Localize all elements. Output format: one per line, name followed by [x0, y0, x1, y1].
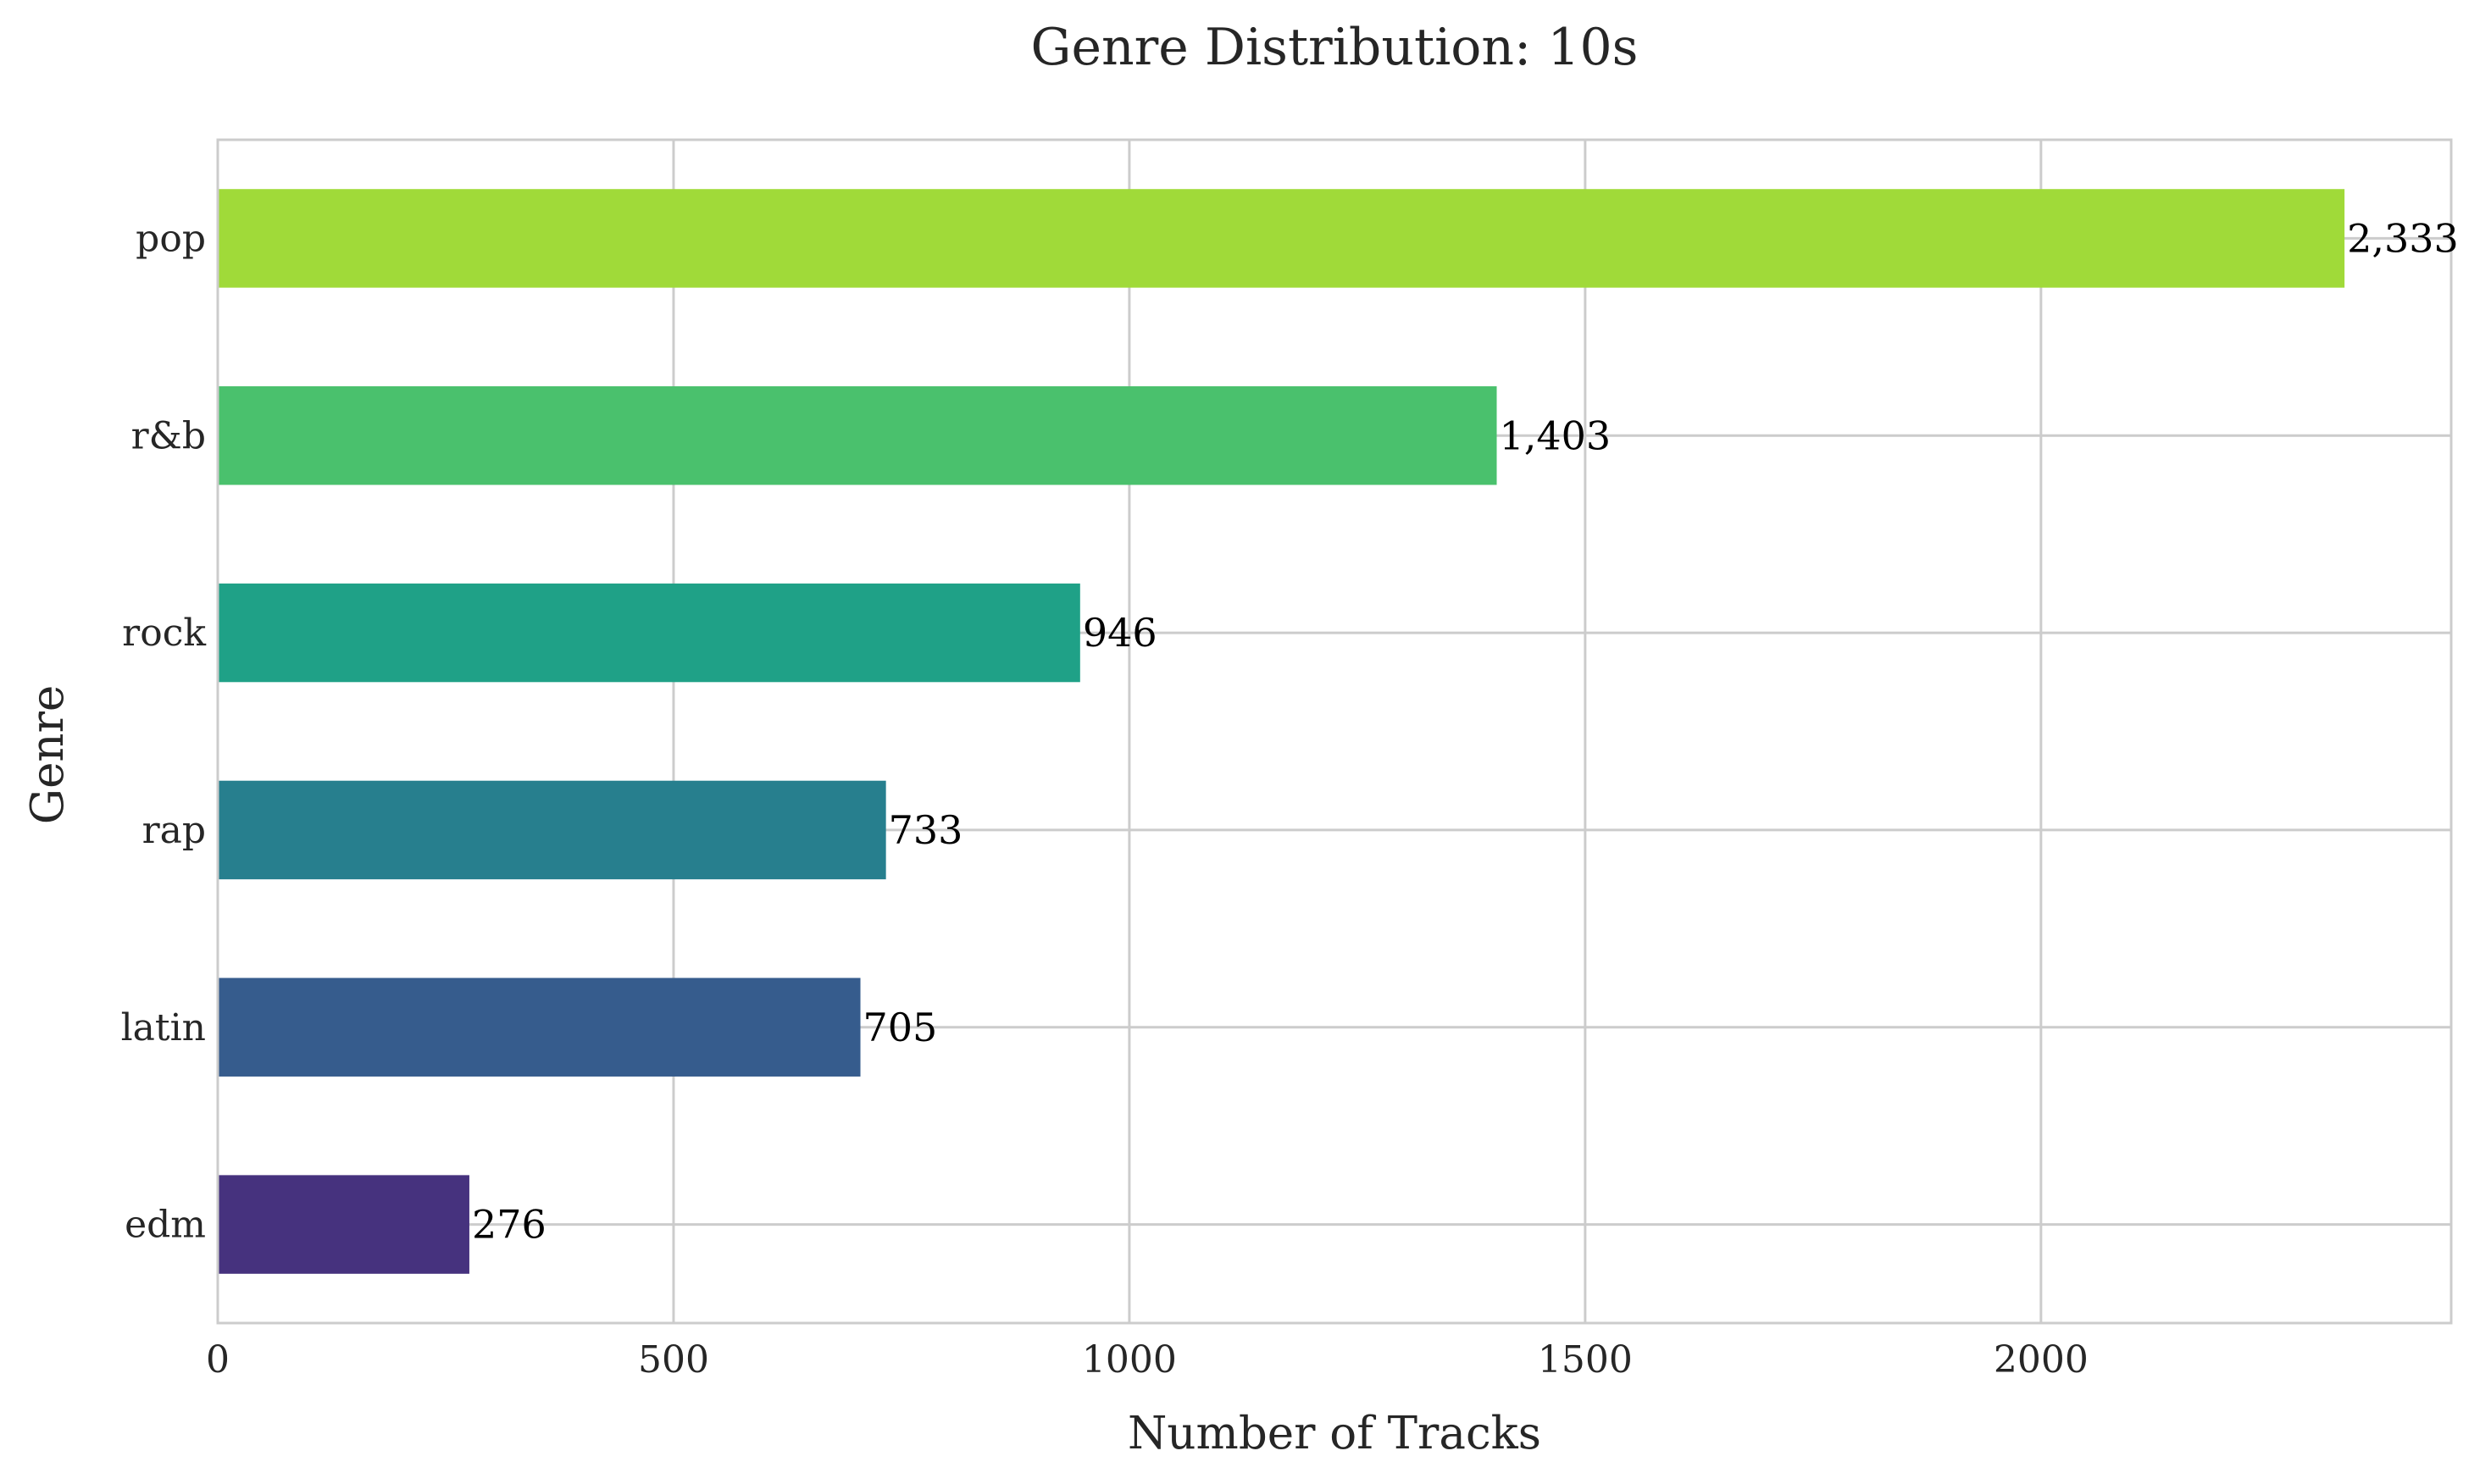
plot-frame [216, 138, 2453, 1325]
x-tick-label: 1000 [1082, 1338, 1177, 1382]
bar-pop [218, 189, 2345, 288]
x-axis-label: Number of Tracks [1128, 1408, 1541, 1459]
bar-latin [218, 977, 861, 1077]
bar-rock [218, 583, 1080, 683]
bar-rb [218, 386, 1497, 485]
y-tick-label: pop [136, 217, 206, 260]
y-tick-label: rap [142, 809, 206, 852]
x-tick-label: 1500 [1538, 1338, 1633, 1382]
bar-value-label: 1,403 [1500, 413, 1612, 458]
bar-edm [218, 1175, 469, 1274]
bar-rap [218, 780, 886, 880]
x-grid [216, 140, 2043, 1323]
y-tick-label: latin [121, 1006, 206, 1049]
bar-value-label: 946 [1083, 610, 1157, 656]
bar-value-labels: 2,333 1,403 946 733 705 276 [472, 215, 2459, 1247]
y-tick-label: r&b [131, 414, 206, 457]
bars [218, 189, 2345, 1274]
x-tick-label: 2000 [1994, 1338, 2089, 1382]
y-axis-label: Genre [22, 685, 74, 825]
bar-value-label: 2,333 [2347, 215, 2459, 261]
bar-value-label: 276 [472, 1202, 546, 1248]
bar-value-label: 705 [863, 1005, 938, 1050]
chart-title: Genre Distribution: 10s [1031, 18, 1639, 77]
x-tick-label: 0 [206, 1338, 230, 1382]
y-tick-labels: pop r&b rock rap latin edm [121, 217, 207, 1246]
x-tick-labels: 0 500 1000 1500 2000 [206, 1338, 2089, 1382]
bar-value-label: 733 [889, 807, 963, 853]
x-tick-label: 500 [638, 1338, 709, 1382]
y-tick-label: edm [125, 1204, 206, 1247]
y-tick-label: rock [122, 612, 206, 655]
